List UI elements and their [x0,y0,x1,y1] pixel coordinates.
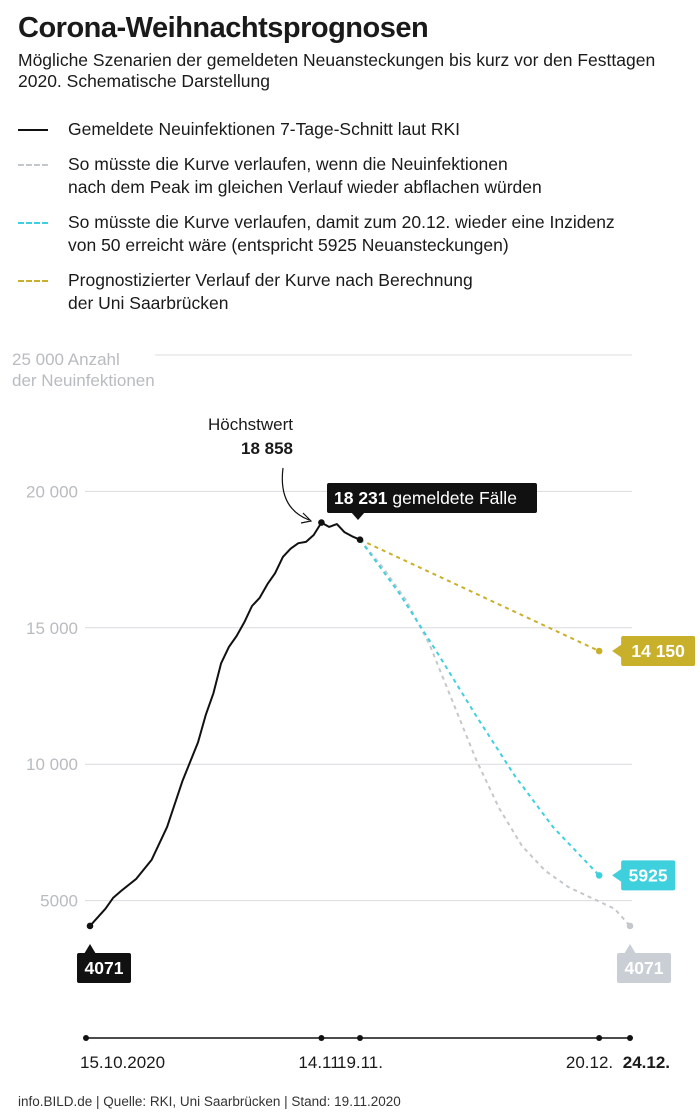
line-chart: 20 000 15 000 10 000 5000 25 000 Anzahl der… [12,350,696,1072]
callout-pointer-1 [624,943,636,954]
callout-box-2 [621,860,676,891]
peak-label: Höchstwert [208,415,293,434]
current-callout-caption: gemeldete Fälle [392,488,517,508]
series-line-3 [359,538,600,652]
x-tick-dot-4 [627,1035,633,1041]
y-tick-label-3: 10 000 [26,755,78,774]
peak-arrow [281,467,310,521]
data-point-0 [86,922,94,930]
chart-subtitle: Mögliche Szenarien der gemeldeten Neuans… [18,50,656,91]
legend-label-incidence-50: So müsste die Kurve verlaufen, damit zum… [68,212,615,255]
legend-item-incidence-50: So müsste die Kurve verlaufen, damit zum… [18,211,688,257]
peak-arrow-head [300,512,313,524]
y-axis-title-line1: 25 000 Anzahl [12,350,120,369]
callout-pointer-3 [612,643,623,658]
legend: Gemeldete Neuinfektionen 7-Tage-Schnitt … [18,118,688,327]
legend-swatch-reported [18,129,48,131]
callout-label-3: 14 150 [631,641,685,661]
data-point-1 [318,519,325,526]
x-tick-dot-3 [596,1035,603,1041]
current-callout-value: 18 231 [334,488,388,508]
x-axis: 15.10.2020 14.11.19.11. 20.12. 24.12. [80,1035,670,1072]
callout-box-3 [621,635,696,666]
legend-item-saarbruecken: Prognostizierter Verlauf der Kurve nach … [18,269,688,315]
data-point-4 [595,872,603,879]
series-points [86,519,634,930]
y-tick-label-4: 5000 [40,892,78,911]
x-tick-label-3: 20.12. [566,1053,613,1072]
current-callout-pointer [351,512,365,520]
callout-pointer-2 [612,868,623,883]
series-line-2 [359,539,600,877]
callout-label-1: 4071 [625,958,664,978]
data-point-2 [356,536,364,543]
data-point-3 [626,922,634,930]
current-callout-text: 18 231 gemeldete Fälle [334,488,517,508]
x-tick-label-1: 14.11. [298,1053,344,1072]
x-tick-dot-1 [318,1035,325,1041]
legend-item-same-decline: So müsste die Kurve verlaufen, wenn die … [18,153,688,199]
current-callout-box [327,483,537,513]
callout-label-0: 4071 [85,958,124,978]
series-lines [89,521,631,927]
source-footer: info.BILD.de | Quelle: RKI, Uni Saarbrüc… [18,1094,401,1109]
x-tick-label-0: 15.10.2020 [80,1053,165,1072]
x-tick-dot-2 [357,1035,363,1041]
series-line-0 [89,521,361,927]
x-tick-label-2: 19.11. [337,1053,383,1072]
data-point-5 [595,647,603,655]
legend-swatch-saarbruecken [18,280,48,282]
gridlines [85,354,632,902]
legend-swatch-same-decline [18,164,48,166]
callout-box-1 [617,952,671,983]
annotations: Höchstwert 18 858 18 231 gemeldete Fälle [208,415,537,524]
series-line-1 [359,539,631,927]
legend-label-reported: Gemeldete Neuinfektionen 7-Tage-Schnitt … [68,119,461,139]
legend-label-same-decline: So müsste die Kurve verlaufen, wenn die … [68,154,542,197]
chart-title: Corona-Weihnachtsprognosen [18,12,429,44]
y-tick-label-2: 15 000 [26,619,78,638]
callout-box-0 [77,952,131,983]
y-tick-label-1: 20 000 [26,482,78,501]
x-tick-label-4: 24.12. [623,1053,670,1072]
callout-label-2: 5925 [629,865,668,885]
value-callouts: 4071 4071 5925 14 150 [77,635,696,983]
legend-label-saarbruecken: Prognostizierter Verlauf der Kurve nach … [68,270,473,313]
x-tick-dot-0 [83,1035,89,1041]
legend-item-reported: Gemeldete Neuinfektionen 7-Tage-Schnitt … [18,118,688,141]
y-axis-title-line2: der Neuinfektionen [12,371,155,390]
legend-swatch-incidence-50 [18,222,48,224]
peak-value: 18 858 [241,439,293,458]
callout-pointer-0 [84,943,96,954]
y-axis-labels: 20 000 15 000 10 000 5000 [26,482,78,910]
